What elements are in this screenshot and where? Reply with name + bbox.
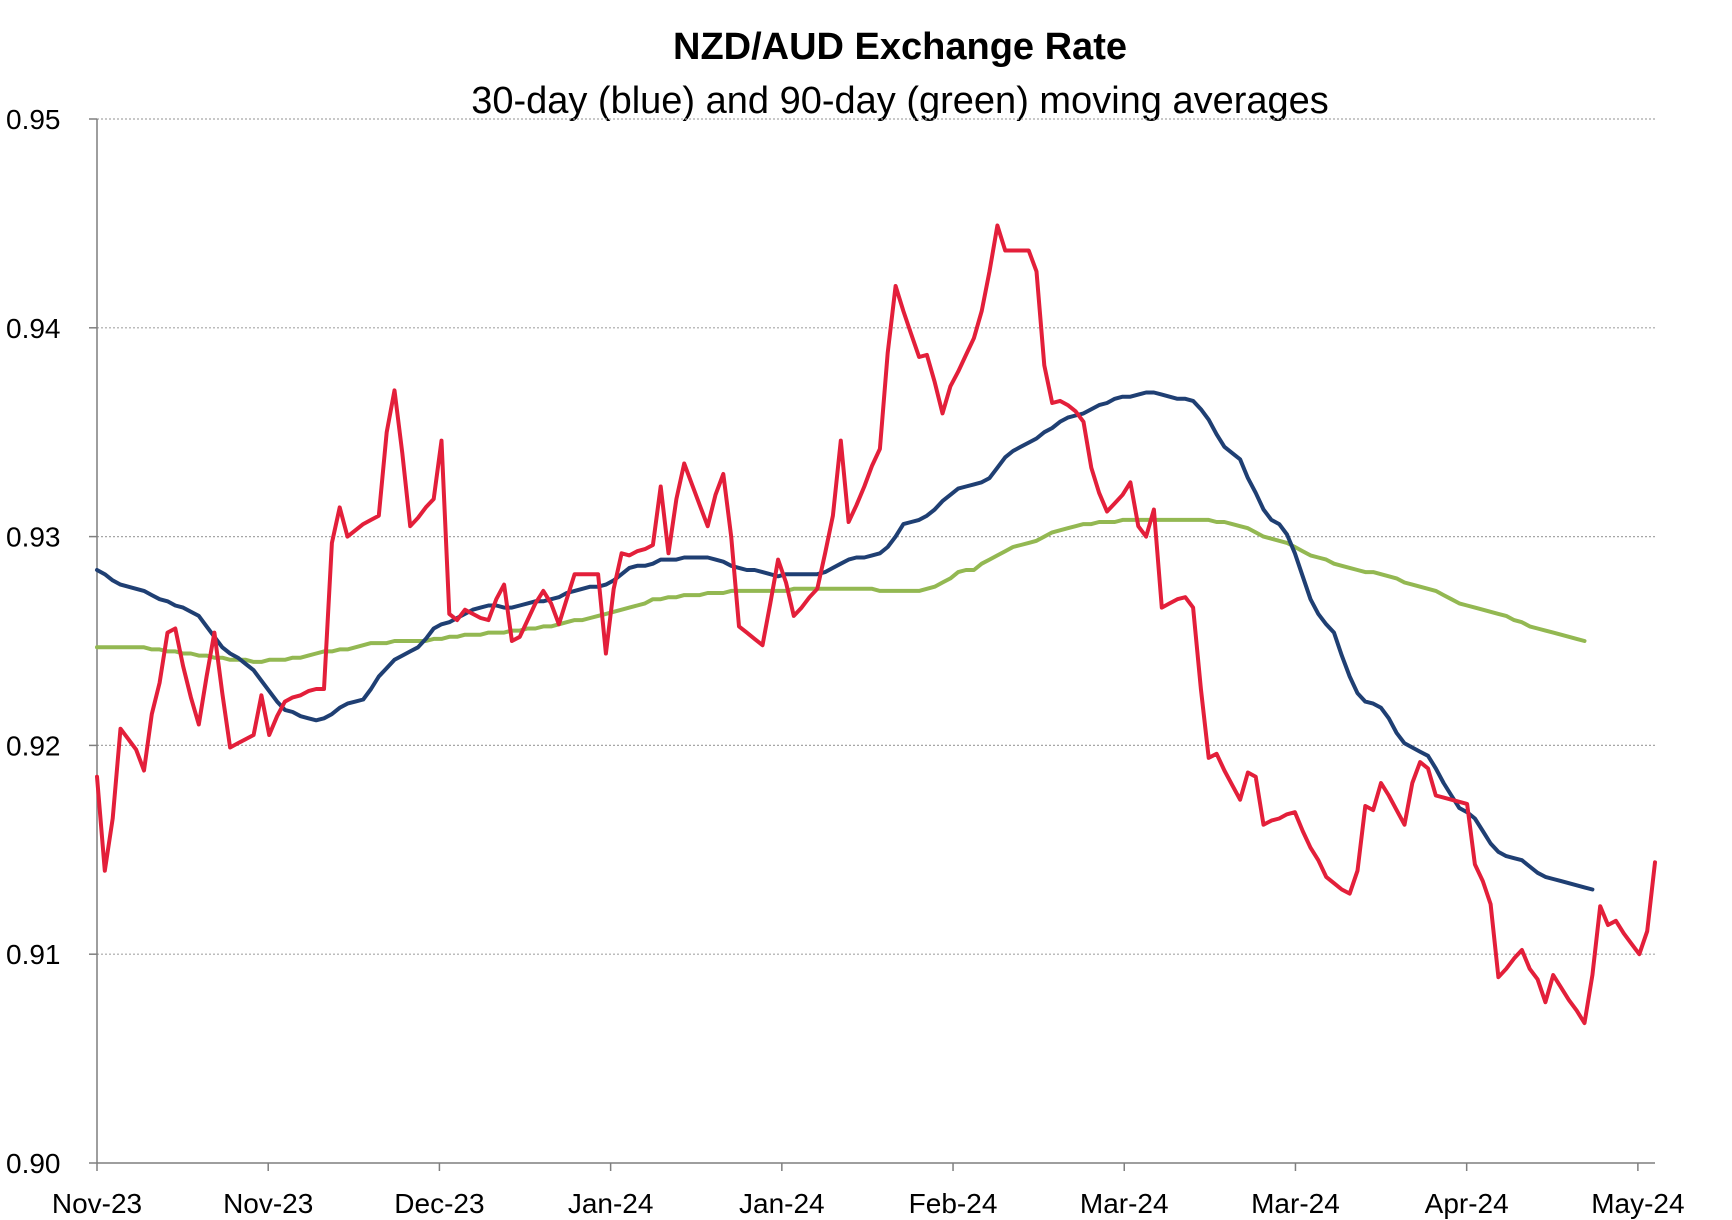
y-tick-label: 0.93 xyxy=(6,522,61,553)
x-tick-label: Jan-24 xyxy=(739,1188,825,1219)
chart-title: NZD/AUD Exchange Rate xyxy=(673,26,1127,68)
x-tick-label: May-24 xyxy=(1591,1188,1684,1219)
x-tick-label: Mar-24 xyxy=(1080,1188,1169,1219)
x-tick-label: Feb-24 xyxy=(909,1188,998,1219)
y-tick-label: 0.91 xyxy=(6,939,61,970)
series-line-ma30 xyxy=(95,390,1595,892)
x-tick-label: Nov-23 xyxy=(52,1188,142,1219)
y-tick-label: 0.90 xyxy=(6,1148,61,1179)
y-tick-label: 0.92 xyxy=(6,730,61,761)
x-tick-label: Apr-24 xyxy=(1425,1188,1509,1219)
x-tick-label: Jan-24 xyxy=(568,1188,654,1219)
series-line-ma90 xyxy=(95,517,1587,664)
x-tick-label: Dec-23 xyxy=(394,1188,484,1219)
x-tick-label: Nov-23 xyxy=(223,1188,313,1219)
y-tick-label: 0.95 xyxy=(6,104,61,135)
x-tick-label: Mar-24 xyxy=(1251,1188,1340,1219)
series-line-daily xyxy=(95,223,1657,1026)
chart-subtitle: 30-day (blue) and 90-day (green) moving … xyxy=(471,80,1329,122)
y-tick-label: 0.94 xyxy=(6,313,61,344)
